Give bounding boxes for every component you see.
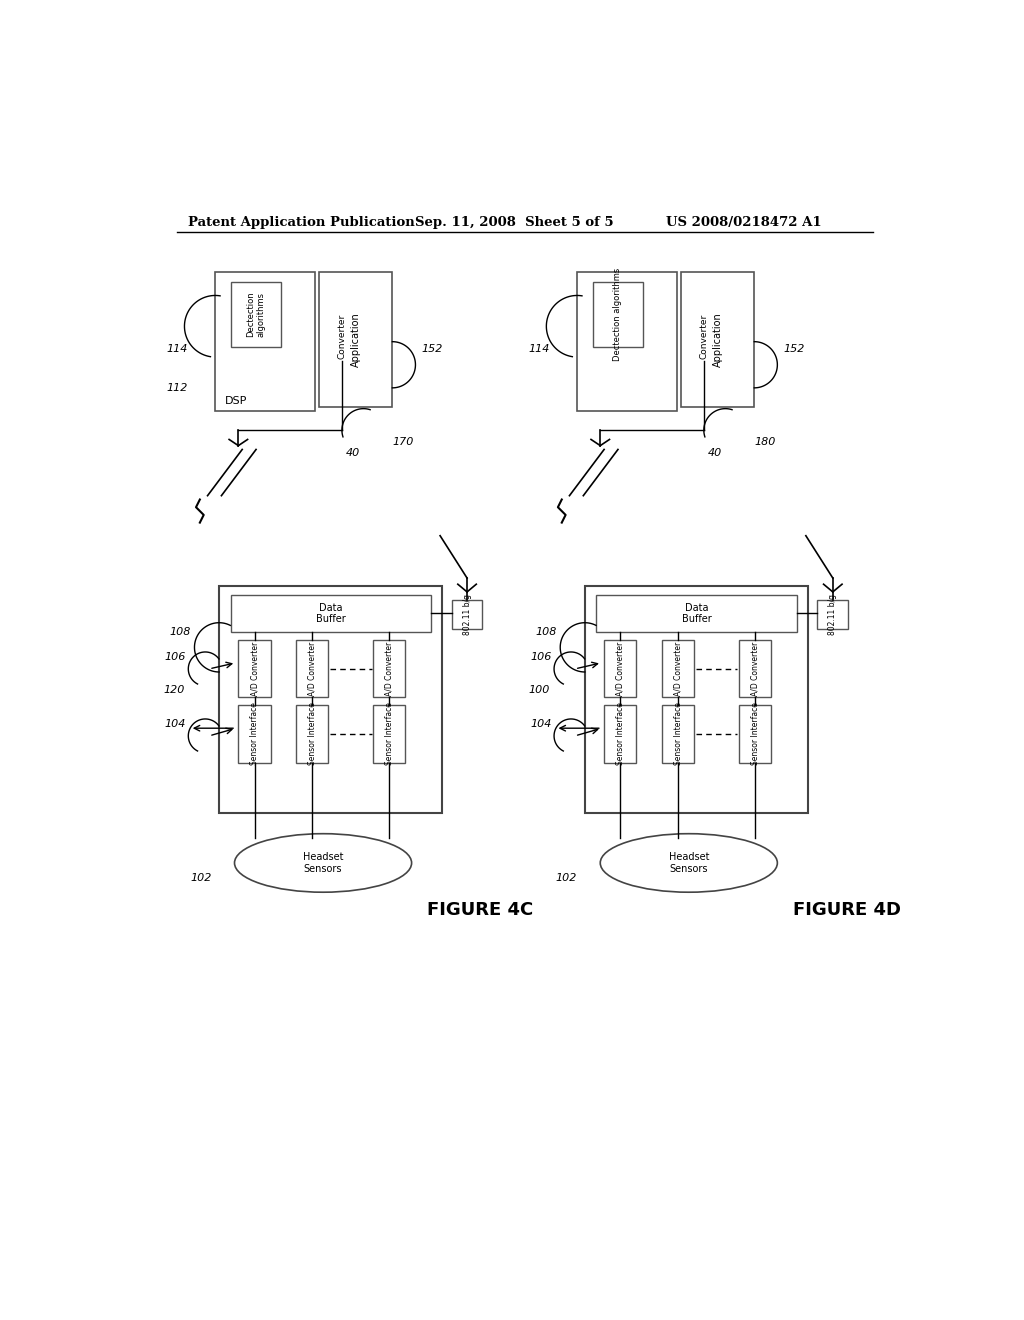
Text: Sensor Interface: Sensor Interface (751, 702, 760, 766)
FancyBboxPatch shape (296, 705, 329, 763)
FancyBboxPatch shape (689, 312, 720, 360)
Text: DSP: DSP (224, 396, 247, 405)
Text: Converter: Converter (338, 313, 347, 359)
Text: A/D Converter: A/D Converter (751, 642, 760, 696)
Text: Headset
Sensors: Headset Sensors (669, 853, 709, 874)
FancyBboxPatch shape (230, 281, 281, 347)
Text: 152: 152 (783, 345, 805, 354)
Text: Converter: Converter (699, 313, 709, 359)
Text: 104: 104 (165, 719, 186, 730)
Text: 152: 152 (422, 345, 443, 354)
Text: 170: 170 (393, 437, 414, 446)
Text: Application: Application (713, 313, 723, 367)
Ellipse shape (600, 834, 777, 892)
Text: 112: 112 (167, 383, 188, 393)
Text: 120: 120 (163, 685, 184, 694)
Text: FIGURE 4D: FIGURE 4D (793, 902, 901, 920)
Text: Patent Application Publication: Patent Application Publication (188, 216, 415, 230)
FancyBboxPatch shape (327, 312, 357, 360)
Text: 106: 106 (165, 652, 186, 663)
Text: FIGURE 4C: FIGURE 4C (427, 902, 534, 920)
Text: 114: 114 (167, 345, 188, 354)
Ellipse shape (234, 834, 412, 892)
FancyBboxPatch shape (578, 272, 677, 411)
Text: A/D Converter: A/D Converter (308, 642, 316, 696)
FancyBboxPatch shape (373, 640, 406, 697)
Text: 114: 114 (528, 345, 550, 354)
FancyBboxPatch shape (662, 705, 694, 763)
FancyBboxPatch shape (239, 705, 270, 763)
Text: 180: 180 (755, 437, 776, 446)
Text: 802.11 b/g: 802.11 b/g (828, 594, 838, 635)
Text: 108: 108 (535, 627, 556, 638)
FancyBboxPatch shape (319, 272, 392, 407)
Text: Headset
Sensors: Headset Sensors (303, 853, 343, 874)
Text: 108: 108 (169, 627, 190, 638)
FancyBboxPatch shape (239, 640, 270, 697)
FancyBboxPatch shape (296, 640, 329, 697)
Text: A/D Converter: A/D Converter (250, 642, 259, 696)
Text: Sensor Interface: Sensor Interface (308, 702, 316, 766)
FancyBboxPatch shape (593, 281, 643, 347)
Text: Sensor Interface: Sensor Interface (250, 702, 259, 766)
FancyBboxPatch shape (585, 586, 808, 813)
FancyBboxPatch shape (662, 640, 694, 697)
Text: Sensor Interface: Sensor Interface (385, 702, 394, 766)
Text: Application: Application (351, 313, 360, 367)
Text: 102: 102 (190, 874, 211, 883)
FancyBboxPatch shape (681, 272, 755, 407)
FancyBboxPatch shape (739, 705, 771, 763)
Text: A/D Converter: A/D Converter (385, 642, 394, 696)
FancyBboxPatch shape (215, 272, 315, 411)
Text: Sensor Interface: Sensor Interface (615, 702, 625, 766)
Text: 802.11 b/g: 802.11 b/g (463, 594, 471, 635)
Text: 104: 104 (530, 719, 552, 730)
Text: Sep. 11, 2008  Sheet 5 of 5: Sep. 11, 2008 Sheet 5 of 5 (416, 216, 614, 230)
Text: Data
Buffer: Data Buffer (315, 603, 346, 624)
FancyBboxPatch shape (230, 595, 431, 632)
FancyBboxPatch shape (739, 640, 771, 697)
Text: A/D Converter: A/D Converter (615, 642, 625, 696)
Text: Sensor Interface: Sensor Interface (674, 702, 683, 766)
FancyBboxPatch shape (219, 586, 442, 813)
FancyBboxPatch shape (604, 640, 637, 697)
FancyBboxPatch shape (596, 595, 797, 632)
FancyBboxPatch shape (452, 599, 482, 628)
Text: Data
Buffer: Data Buffer (682, 603, 712, 624)
Text: A/D Converter: A/D Converter (674, 642, 683, 696)
Text: 100: 100 (528, 685, 550, 694)
Text: 102: 102 (556, 874, 578, 883)
Text: Dectection algorithms: Dectection algorithms (613, 268, 623, 360)
FancyBboxPatch shape (817, 599, 848, 628)
Text: 40: 40 (346, 449, 360, 458)
Text: Dectection
algorithms: Dectection algorithms (246, 292, 265, 337)
FancyBboxPatch shape (373, 705, 406, 763)
Text: 106: 106 (530, 652, 552, 663)
Text: US 2008/0218472 A1: US 2008/0218472 A1 (666, 216, 821, 230)
FancyBboxPatch shape (604, 705, 637, 763)
Text: 40: 40 (708, 449, 722, 458)
